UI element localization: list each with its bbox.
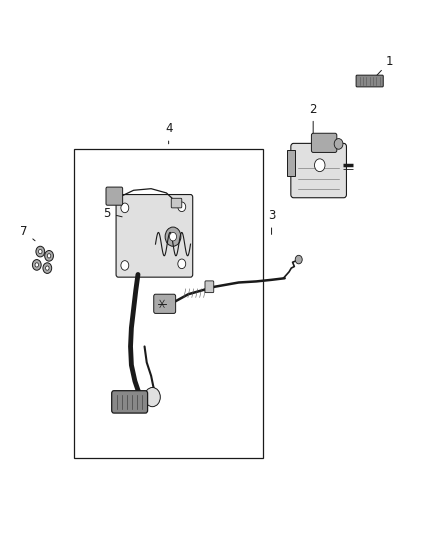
FancyBboxPatch shape (112, 391, 148, 413)
Circle shape (121, 261, 129, 270)
Circle shape (178, 259, 186, 269)
Text: 5: 5 (104, 207, 122, 220)
Bar (74, 149, 263, 458)
Circle shape (178, 202, 186, 212)
Circle shape (145, 387, 160, 407)
FancyBboxPatch shape (116, 195, 193, 277)
Text: 1: 1 (372, 55, 394, 80)
FancyBboxPatch shape (311, 133, 337, 152)
Text: 7: 7 (20, 225, 35, 241)
Circle shape (46, 266, 49, 270)
Circle shape (165, 227, 181, 246)
FancyBboxPatch shape (205, 281, 214, 293)
FancyBboxPatch shape (356, 75, 383, 87)
Circle shape (334, 139, 343, 149)
Circle shape (43, 263, 52, 273)
Circle shape (314, 159, 325, 172)
Circle shape (170, 232, 177, 241)
FancyBboxPatch shape (291, 143, 346, 198)
Circle shape (45, 251, 53, 261)
Circle shape (36, 246, 45, 257)
Text: 3: 3 (268, 209, 275, 235)
Bar (287, 150, 295, 176)
Text: 6: 6 (112, 393, 125, 409)
Circle shape (39, 249, 42, 254)
Circle shape (35, 263, 39, 267)
FancyBboxPatch shape (106, 187, 123, 205)
Text: 2: 2 (309, 103, 317, 139)
Circle shape (295, 255, 302, 264)
Circle shape (47, 254, 51, 258)
Circle shape (32, 260, 41, 270)
Circle shape (121, 203, 129, 213)
FancyBboxPatch shape (154, 294, 176, 313)
Text: 4: 4 (165, 123, 173, 144)
FancyBboxPatch shape (171, 198, 182, 208)
